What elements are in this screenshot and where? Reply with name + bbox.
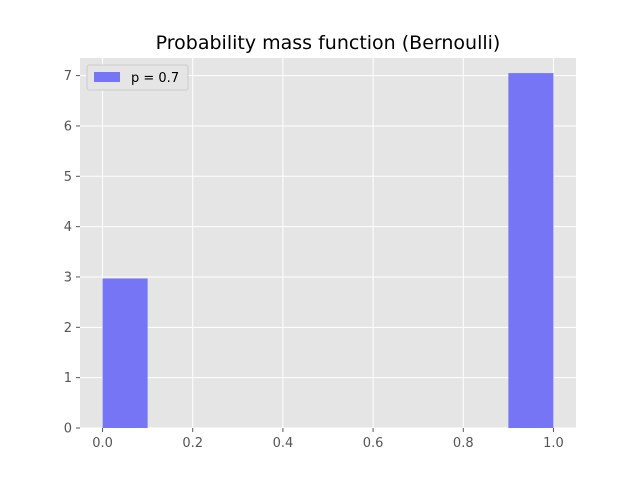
y-tick-label: 7 — [64, 69, 72, 84]
y-tick-label: 6 — [64, 119, 72, 134]
y-tick-label: 0 — [64, 422, 72, 437]
bar — [102, 278, 148, 428]
chart-title: Probability mass function (Bernoulli) — [156, 32, 501, 54]
bars — [102, 73, 554, 428]
legend: p = 0.7 — [86, 64, 189, 91]
legend-label: p = 0.7 — [131, 71, 179, 86]
x-tick-label: 1.0 — [543, 436, 564, 451]
x-tick-label: 0.0 — [92, 436, 113, 451]
y-tick-label: 4 — [64, 220, 72, 235]
y-tick-label: 3 — [64, 270, 72, 285]
x-tick-label: 0.6 — [363, 436, 384, 451]
bar — [508, 73, 554, 428]
y-tick-label: 1 — [64, 371, 72, 386]
y-tick-label: 2 — [64, 321, 72, 336]
x-tick-label: 0.8 — [453, 436, 474, 451]
y-axis: 0 1 2 3 4 5 6 7 — [64, 69, 80, 437]
x-axis: 0.0 0.2 0.4 0.6 0.8 1.0 — [92, 428, 564, 451]
plot-area — [80, 58, 576, 428]
y-tick-label: 5 — [64, 170, 72, 185]
legend-box — [86, 64, 189, 91]
legend-swatch — [94, 72, 120, 82]
x-tick-label: 0.2 — [182, 436, 203, 451]
x-tick-label: 0.4 — [273, 436, 294, 451]
